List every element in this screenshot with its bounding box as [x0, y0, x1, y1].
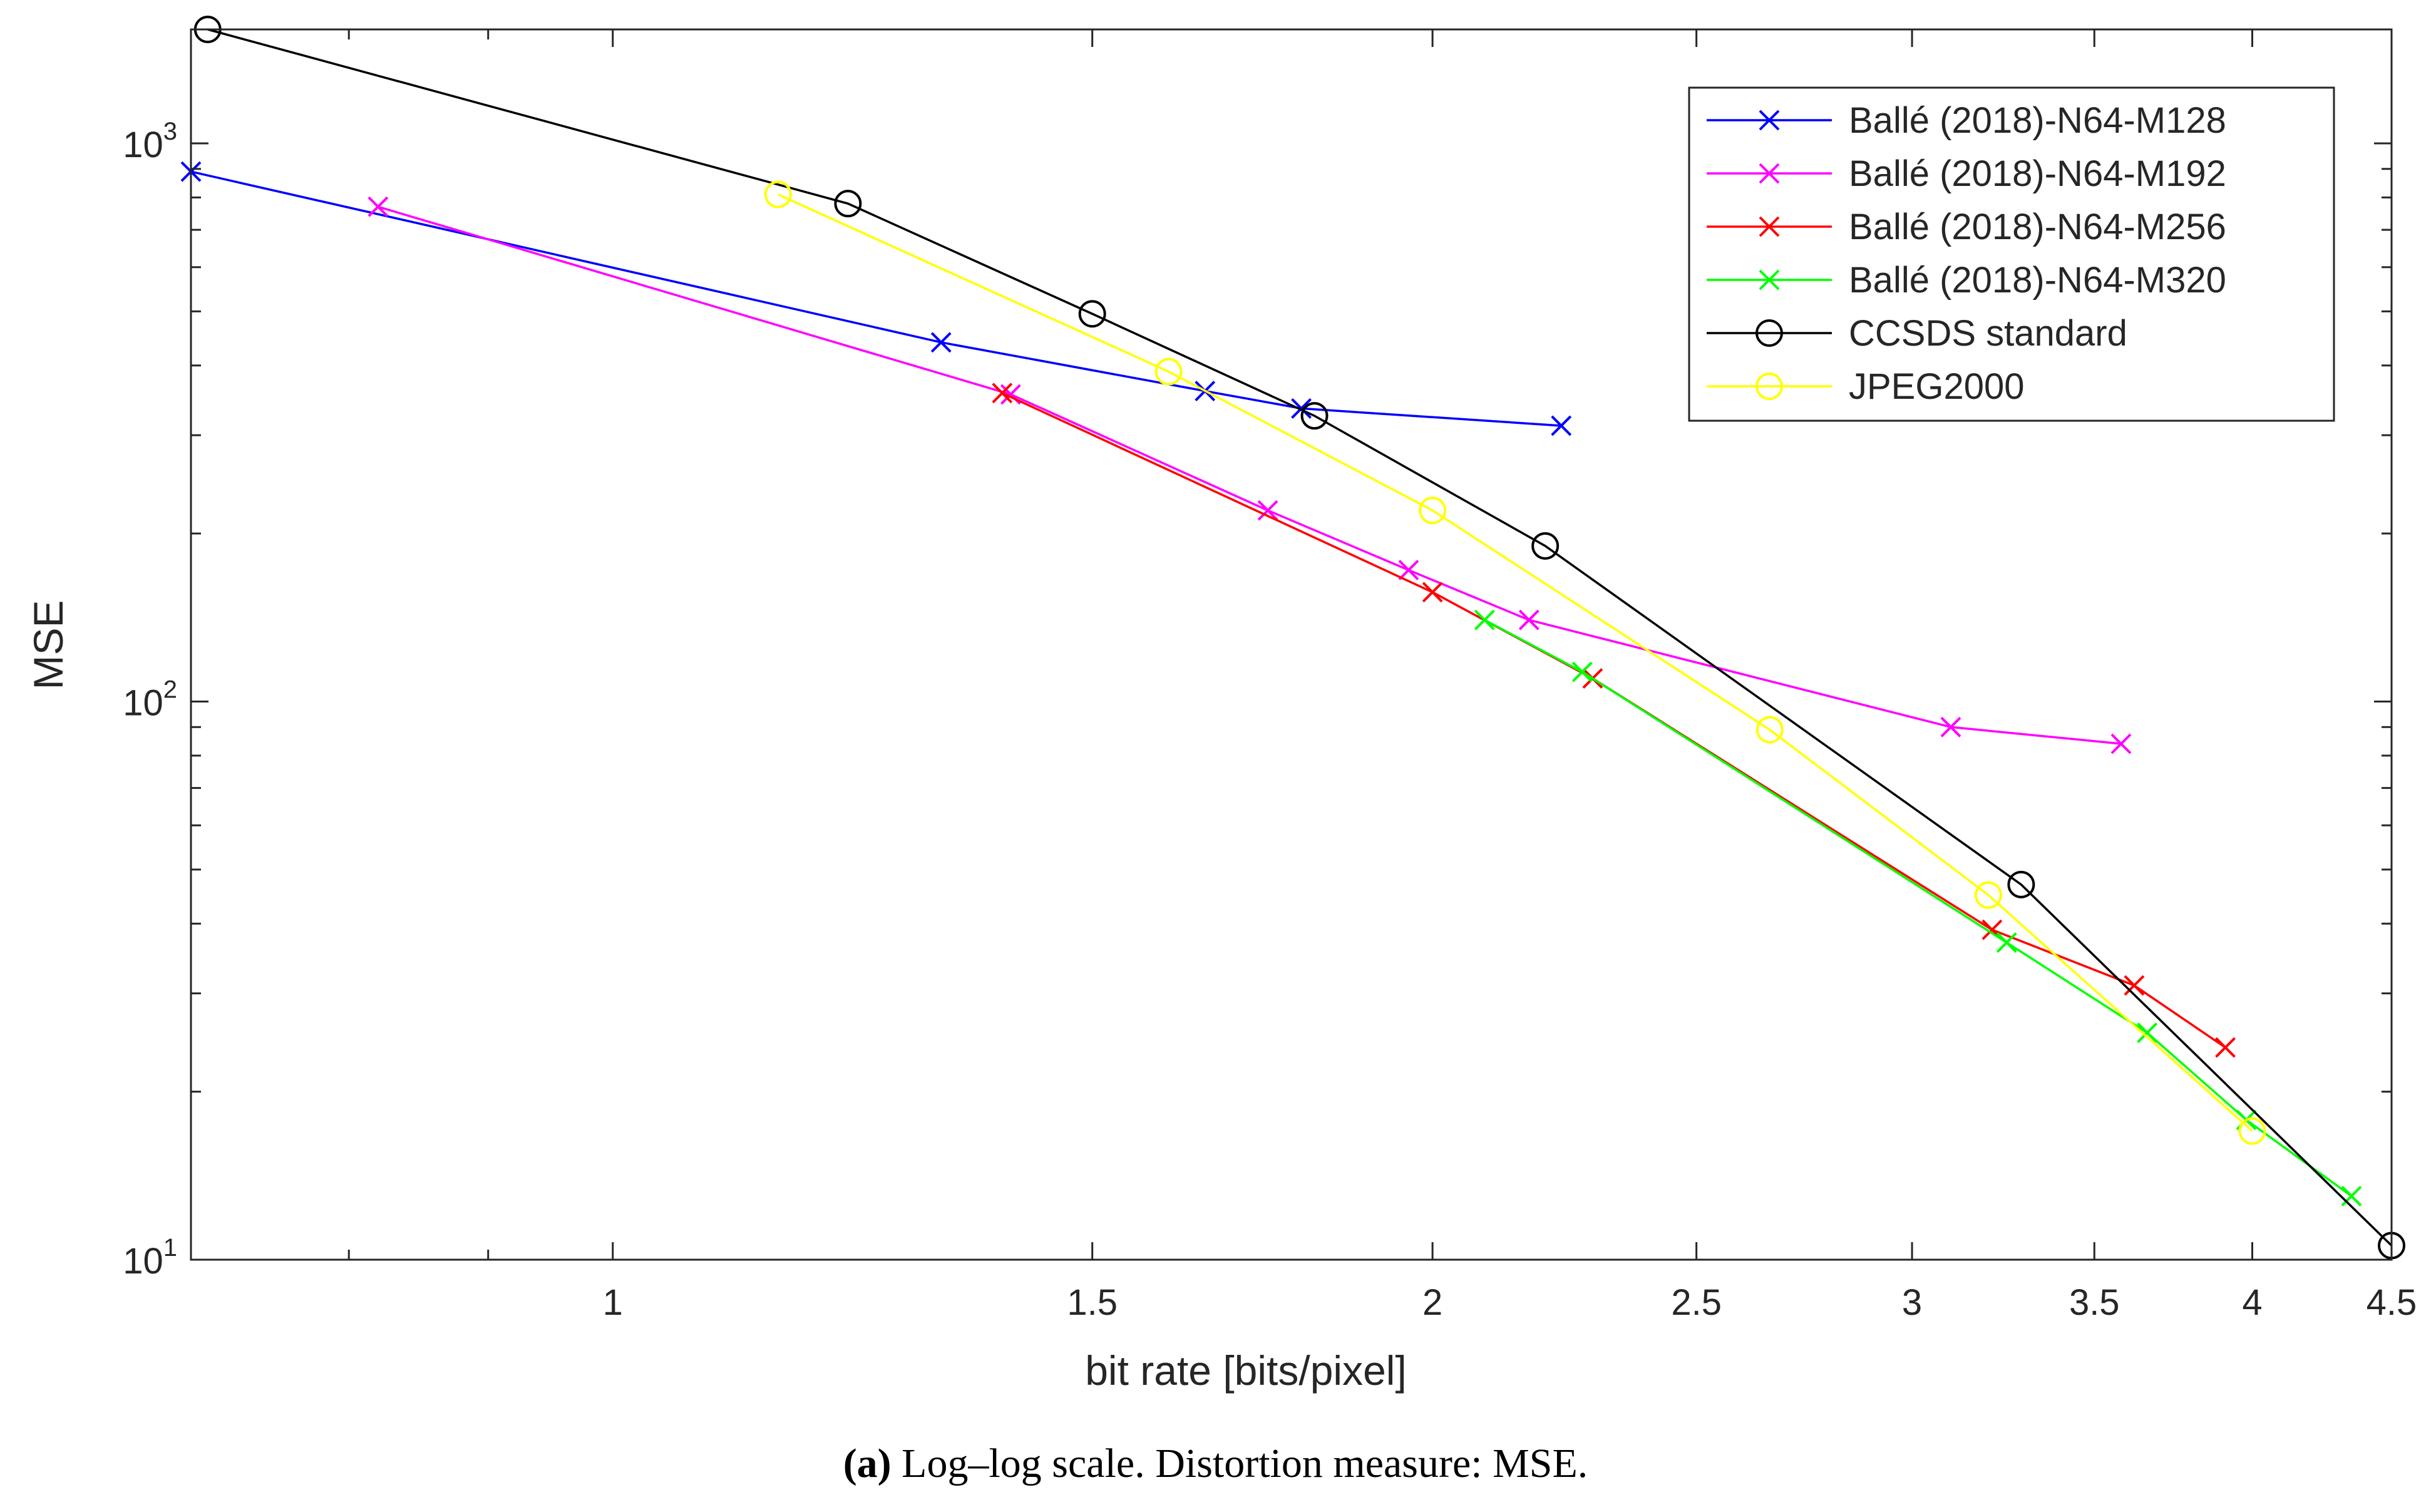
data-point — [1755, 716, 1784, 744]
data-point — [2341, 1186, 2362, 1206]
data-point — [1974, 881, 2002, 909]
x-tick-label: 4 — [2242, 1282, 2262, 1323]
y-tick-label: 102 — [123, 676, 177, 723]
legend-entry: JPEG2000 — [1707, 366, 2025, 407]
series-line — [207, 28, 2393, 1247]
y-tick-label: 101 — [123, 1234, 177, 1282]
x-axis-label: bit rate [bits/pixel] — [1085, 1347, 1407, 1394]
x-tick-label: 4.5 — [2367, 1282, 2417, 1323]
data-point — [992, 383, 1013, 404]
data-point — [1300, 402, 1329, 430]
legend: Ballé (2018)-N64-M128 Ballé (2018)-N64-M1… — [1688, 86, 2335, 422]
data-point — [764, 180, 792, 208]
data-point — [1518, 609, 1539, 630]
data-point — [2007, 870, 2035, 898]
series-line — [778, 193, 2253, 1132]
legend-marker — [1759, 110, 1780, 131]
data-point — [1398, 560, 1419, 580]
legend-entry: Ballé (2018)-N64-M320 — [1707, 260, 2226, 301]
x-tick-label: 2 — [1422, 1282, 1442, 1323]
legend-label: JPEG2000 — [1849, 366, 2025, 407]
data-point — [1419, 496, 1447, 525]
chart: 1 1.5 2 2.5 3 3.5 4 4.5 101 102 103 bit rate [bits… — [25, 16, 2417, 1394]
data-point — [367, 196, 389, 217]
data-point — [2238, 1117, 2266, 1145]
x-tick-label: 3 — [1902, 1282, 1922, 1323]
legend-marker — [1755, 319, 1783, 347]
legend-label: Ballé (2018)-N64-M256 — [1849, 207, 2226, 247]
x-tick-label: 2.5 — [1671, 1282, 1722, 1323]
legend-label: Ballé (2018)-N64-M192 — [1849, 153, 2226, 194]
legend-entry: Ballé (2018)-N64-M128 — [1707, 100, 2226, 141]
series-3 — [992, 383, 2236, 1058]
legend-entry: CCSDS standard — [1707, 313, 2127, 354]
data-point — [1291, 398, 1312, 419]
y-axis-label: MSE — [25, 600, 71, 689]
data-point — [1257, 500, 1278, 521]
data-point — [1551, 415, 1572, 436]
data-point — [2110, 733, 2132, 754]
series-line — [1002, 392, 2226, 1049]
data-point — [1531, 532, 1560, 560]
data-point — [1422, 582, 1443, 603]
series-6 — [764, 180, 2266, 1145]
data-point — [2215, 1037, 2236, 1058]
plot-frame — [190, 28, 2393, 1261]
data-point — [1996, 932, 2017, 953]
legend-entry: Ballé (2018)-N64-M192 — [1707, 153, 2226, 194]
legend-label: Ballé (2018)-N64-M320 — [1849, 260, 2226, 301]
legend-entry: Ballé (2018)-N64-M256 — [1707, 207, 2226, 247]
data-point — [1474, 609, 1495, 630]
legend-marker — [1755, 373, 1783, 400]
x-tick-label: 1 — [603, 1282, 623, 1323]
legend-marker — [1759, 163, 1780, 184]
legend-marker — [1759, 269, 1780, 291]
data-point — [2124, 975, 2145, 996]
data-point — [2137, 1022, 2158, 1043]
legend-marker — [1759, 216, 1780, 237]
data-point — [1940, 716, 1961, 738]
caption-label: (a) — [843, 1441, 892, 1486]
data-point — [930, 332, 952, 353]
series-2 — [367, 196, 2132, 754]
y-tick-label: 103 — [123, 118, 177, 165]
legend-box — [1688, 86, 2335, 422]
series-layer — [180, 16, 2405, 1260]
legend-label: Ballé (2018)-N64-M128 — [1849, 100, 2226, 141]
caption-text: Log–log scale. Distortion measure: MSE. — [902, 1441, 1588, 1486]
x-tick-label: 3.5 — [2069, 1282, 2120, 1323]
data-point — [1078, 300, 1106, 328]
figure-caption: (a) Log–log scale. Distortion measure: M… — [0, 1440, 2431, 1488]
data-point — [834, 190, 862, 218]
tick-layer: 1 1.5 2 2.5 3 3.5 4 4.5 101 102 103 — [123, 29, 2417, 1323]
x-tick-label: 1.5 — [1067, 1282, 1118, 1323]
data-point — [1571, 661, 1593, 682]
data-point — [1154, 357, 1183, 386]
legend-label: CCSDS standard — [1849, 313, 2127, 354]
